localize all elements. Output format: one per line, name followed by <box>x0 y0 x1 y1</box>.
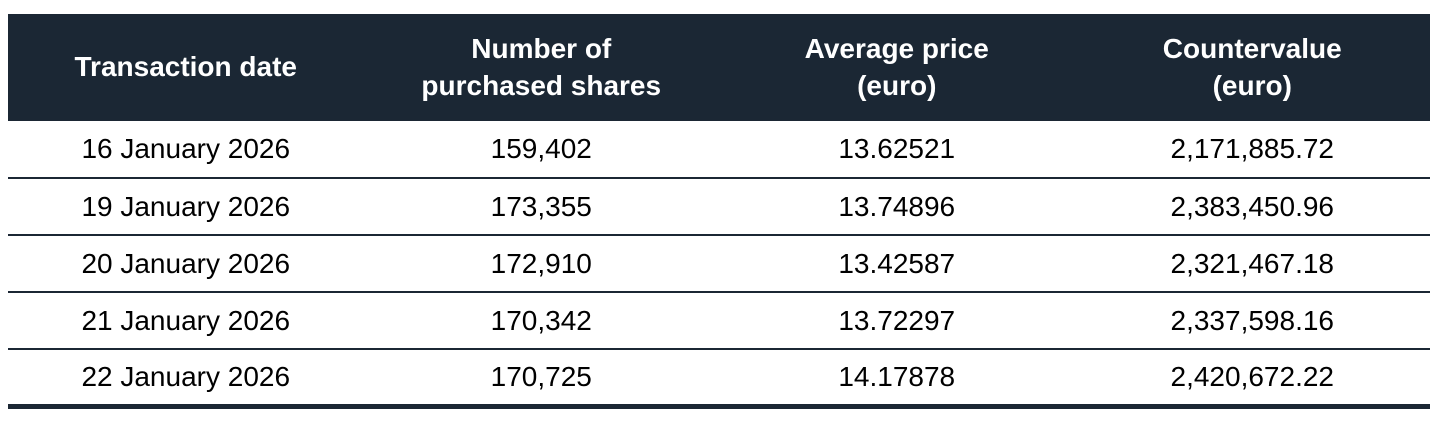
cell-transaction-date: 20 January 2026 <box>8 235 364 293</box>
table-row: 19 January 2026 173,355 13.74896 2,383,4… <box>8 178 1430 236</box>
table-header: Transaction date Number of purchased sha… <box>8 14 1430 121</box>
table-row: 21 January 2026 170,342 13.72297 2,337,5… <box>8 292 1430 350</box>
cell-average-price: 13.62521 <box>719 121 1075 179</box>
table-body: 16 January 2026 159,402 13.62521 2,171,8… <box>8 121 1430 409</box>
cell-purchased-shares: 173,355 <box>363 178 719 236</box>
cell-countervalue: 2,337,598.16 <box>1074 292 1430 350</box>
header-row: Transaction date Number of purchased sha… <box>8 14 1430 121</box>
cell-purchased-shares: 170,725 <box>363 349 719 409</box>
cell-transaction-date: 22 January 2026 <box>8 349 364 409</box>
cell-purchased-shares: 170,342 <box>363 292 719 350</box>
table-row: 22 January 2026 170,725 14.17878 2,420,6… <box>8 349 1430 409</box>
header-label: purchased shares <box>421 69 662 101</box>
column-header-countervalue: Countervalue (euro) <box>1074 14 1430 121</box>
header-label: Average price <box>804 32 989 64</box>
cell-countervalue: 2,420,672.22 <box>1074 349 1430 409</box>
cell-transaction-date: 19 January 2026 <box>8 178 364 236</box>
share-buyback-table: Transaction date Number of purchased sha… <box>8 14 1430 409</box>
column-header-purchased-shares: Number of purchased shares <box>363 14 719 121</box>
header-label: Transaction date <box>74 51 297 83</box>
table-row: 20 January 2026 172,910 13.42587 2,321,4… <box>8 235 1430 293</box>
cell-countervalue: 2,171,885.72 <box>1074 121 1430 179</box>
table-row: 16 January 2026 159,402 13.62521 2,171,8… <box>8 121 1430 179</box>
cell-transaction-date: 21 January 2026 <box>8 292 364 350</box>
header-label: Countervalue <box>1162 32 1342 64</box>
cell-average-price: 13.74896 <box>719 178 1075 236</box>
cell-countervalue: 2,321,467.18 <box>1074 235 1430 293</box>
column-header-average-price: Average price (euro) <box>719 14 1075 121</box>
header-label: (euro) <box>1212 69 1292 101</box>
cell-average-price: 14.17878 <box>719 349 1075 409</box>
cell-transaction-date: 16 January 2026 <box>8 121 364 179</box>
cell-purchased-shares: 172,910 <box>363 235 719 293</box>
column-header-transaction-date: Transaction date <box>8 14 364 121</box>
cell-average-price: 13.42587 <box>719 235 1075 293</box>
cell-countervalue: 2,383,450.96 <box>1074 178 1430 236</box>
header-label: (euro) <box>857 69 937 101</box>
cell-purchased-shares: 159,402 <box>363 121 719 179</box>
buyback-table-container: Transaction date Number of purchased sha… <box>8 14 1430 409</box>
cell-average-price: 13.72297 <box>719 292 1075 350</box>
header-label: Number of <box>471 32 612 64</box>
